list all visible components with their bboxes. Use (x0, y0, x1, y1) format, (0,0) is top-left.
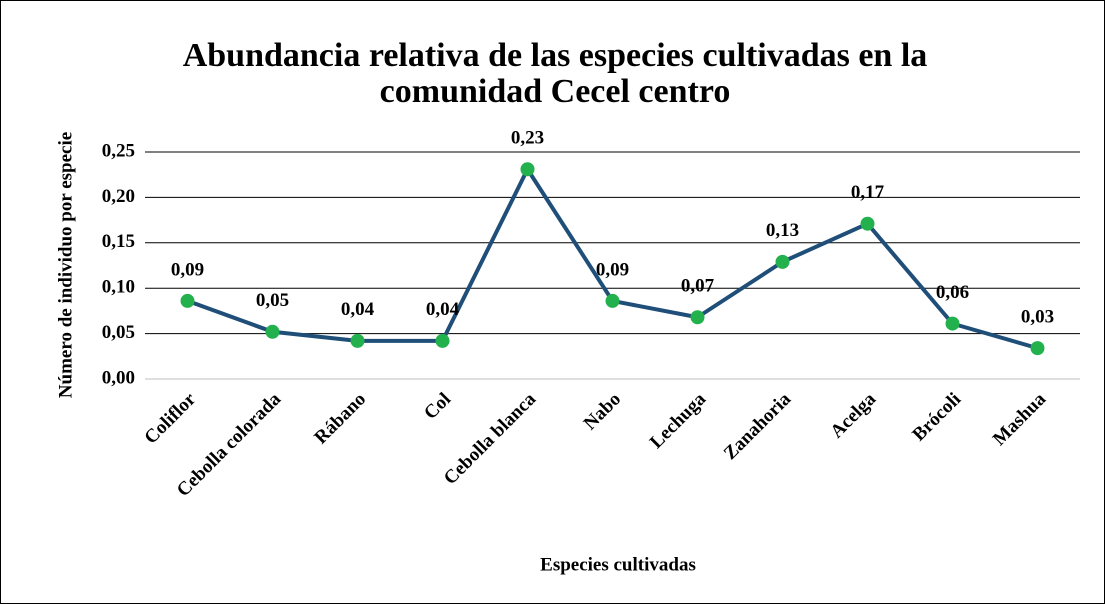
y-tick-label: 0,25 (102, 140, 135, 161)
data-label: 0,04 (341, 299, 375, 320)
x-axis-label: Especies cultivadas (540, 554, 696, 575)
data-label: 0,05 (256, 290, 289, 311)
data-label: 0,17 (851, 182, 885, 203)
y-tick-label: 0,05 (102, 322, 135, 343)
data-label: 0,04 (426, 299, 460, 320)
marker (265, 324, 280, 339)
y-axis-label: Número de individuo por especie (55, 132, 76, 398)
data-label: 0,23 (511, 128, 544, 149)
marker (435, 333, 450, 348)
marker (860, 216, 875, 231)
marker (605, 293, 620, 308)
chart-title: Abundancia relativa de las especies cult… (182, 37, 928, 110)
marker (350, 333, 365, 348)
marker (945, 316, 960, 331)
y-tick-label: 0,10 (102, 277, 135, 298)
data-label: 0,06 (936, 282, 969, 303)
y-tick-label: 0,00 (102, 367, 135, 388)
marker (1030, 341, 1045, 356)
marker (690, 310, 705, 325)
data-label: 0,13 (766, 220, 799, 241)
marker (180, 293, 195, 308)
y-tick-label: 0,15 (102, 231, 135, 252)
marker (520, 162, 535, 177)
data-label: 0,07 (681, 276, 715, 297)
marker (775, 254, 790, 269)
data-label: 0,09 (596, 259, 629, 280)
data-label: 0,09 (171, 259, 204, 280)
y-tick-label: 0,20 (102, 186, 135, 207)
data-label: 0,03 (1021, 306, 1054, 327)
